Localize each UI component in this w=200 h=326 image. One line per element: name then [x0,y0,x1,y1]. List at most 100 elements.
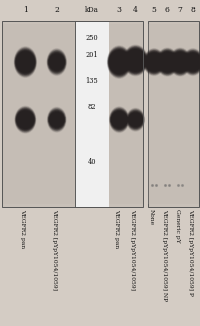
Ellipse shape [146,54,162,70]
Text: 82: 82 [88,103,96,111]
Ellipse shape [111,110,128,129]
Ellipse shape [111,111,128,129]
Ellipse shape [107,45,132,79]
Ellipse shape [17,54,34,70]
Text: 8: 8 [190,6,195,14]
Ellipse shape [143,49,165,76]
Ellipse shape [49,54,64,70]
Ellipse shape [156,47,179,77]
Ellipse shape [183,49,200,75]
Ellipse shape [171,52,189,72]
Ellipse shape [185,53,200,71]
Ellipse shape [159,54,176,70]
Text: 6: 6 [165,6,170,14]
Ellipse shape [129,113,142,126]
Ellipse shape [48,110,65,129]
Ellipse shape [169,47,191,77]
Ellipse shape [170,50,190,74]
Ellipse shape [48,108,66,131]
Ellipse shape [159,54,175,70]
Text: 135: 135 [86,77,98,85]
Ellipse shape [109,50,130,74]
Ellipse shape [48,53,65,71]
Text: VEGFR2 pan: VEGFR2 pan [20,209,25,248]
Ellipse shape [46,48,67,76]
Ellipse shape [185,54,200,70]
Ellipse shape [126,108,145,131]
Text: 2: 2 [54,6,59,14]
Ellipse shape [127,111,144,128]
Ellipse shape [157,50,177,74]
Ellipse shape [144,50,164,74]
Ellipse shape [17,111,34,128]
Ellipse shape [16,52,34,72]
Ellipse shape [157,49,178,75]
Ellipse shape [123,45,148,76]
Bar [2,21,75,207]
Ellipse shape [158,51,177,73]
Ellipse shape [158,52,177,73]
Ellipse shape [47,49,67,75]
Ellipse shape [16,51,35,73]
Ellipse shape [14,47,37,77]
Ellipse shape [110,109,128,131]
Ellipse shape [126,109,145,131]
Text: 250: 250 [86,34,98,42]
Ellipse shape [127,110,144,129]
Text: Generic pY: Generic pY [175,209,180,242]
Ellipse shape [48,52,65,72]
Text: VEGFR2 [pYpY1054/1059] NP: VEGFR2 [pYpY1054/1059] NP [162,209,167,301]
Ellipse shape [158,52,176,72]
Bar [148,21,199,207]
Ellipse shape [169,49,191,75]
Text: None: None [149,209,154,225]
Ellipse shape [124,46,148,75]
Ellipse shape [108,48,130,76]
Ellipse shape [49,55,64,69]
Ellipse shape [48,51,66,73]
Ellipse shape [157,50,178,75]
Point [177,182,180,187]
Ellipse shape [109,106,130,133]
Ellipse shape [182,48,200,76]
Ellipse shape [16,110,34,129]
Ellipse shape [111,112,127,127]
Ellipse shape [14,48,36,77]
Ellipse shape [47,50,66,74]
Bar [148,24,199,204]
Ellipse shape [183,51,200,73]
Ellipse shape [15,50,35,74]
Ellipse shape [126,108,145,132]
Ellipse shape [127,110,144,129]
Text: 1: 1 [23,6,28,14]
Ellipse shape [110,108,129,131]
Point [151,182,154,187]
Ellipse shape [172,54,189,70]
Ellipse shape [144,49,165,75]
Ellipse shape [143,48,165,76]
Ellipse shape [49,111,64,128]
Ellipse shape [107,46,131,78]
Ellipse shape [109,107,129,132]
Ellipse shape [126,52,145,69]
Ellipse shape [125,50,146,71]
Ellipse shape [128,111,143,128]
Ellipse shape [172,54,188,70]
Ellipse shape [47,108,66,132]
Text: 3: 3 [117,6,122,14]
Ellipse shape [49,53,65,71]
Ellipse shape [47,49,67,76]
Ellipse shape [110,109,128,130]
Text: VEGFR2 [pYpY1054/1059] P: VEGFR2 [pYpY1054/1059] P [188,209,193,295]
Ellipse shape [126,51,145,70]
Ellipse shape [146,53,163,71]
Ellipse shape [110,52,129,73]
Ellipse shape [169,48,191,76]
Ellipse shape [144,51,164,73]
Ellipse shape [109,49,130,75]
Ellipse shape [16,108,35,131]
Ellipse shape [123,44,148,76]
Point [164,182,167,187]
Ellipse shape [183,50,200,74]
Ellipse shape [47,107,67,133]
